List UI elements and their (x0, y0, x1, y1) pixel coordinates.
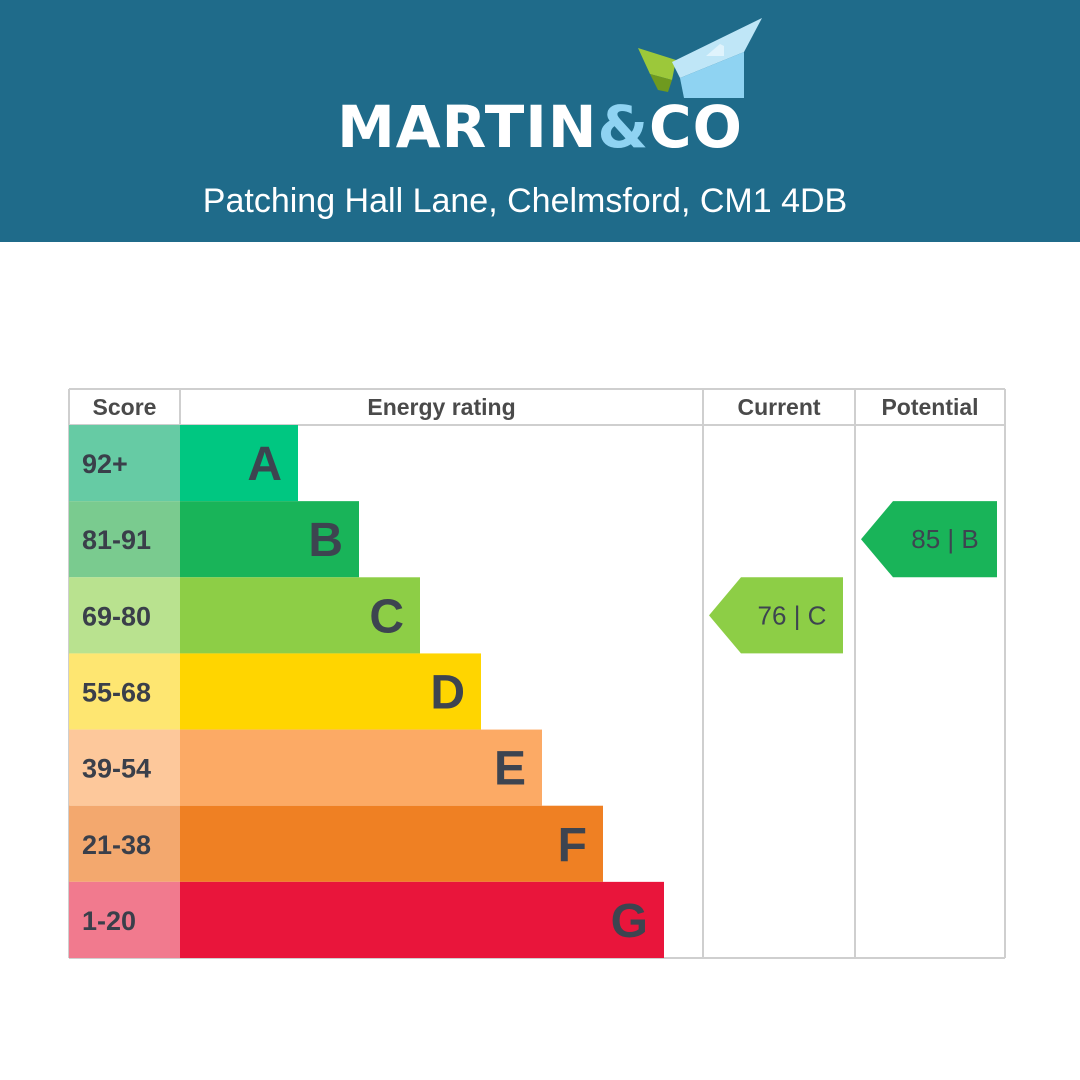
band-letter-g: G (611, 895, 648, 948)
current-rating-label: 76 | C (758, 600, 827, 630)
brand-name-right: CO (649, 93, 743, 161)
score-label-d: 55-68 (82, 678, 151, 708)
score-label-f: 21-38 (82, 830, 151, 860)
band-bar-c (180, 577, 420, 654)
potential-arrow (861, 501, 997, 578)
header-banner: MARTIN&CO Patching Hall Lane, Chelmsford… (0, 0, 1080, 242)
band-bar-a (180, 425, 298, 502)
column-header-current: Current (737, 394, 820, 420)
house-roof-icon (638, 18, 762, 98)
score-cell-a (69, 425, 180, 502)
epc-column-headers: Score Energy rating Current Potential (93, 394, 979, 420)
band-letter-b: B (308, 514, 343, 567)
epc-rating-arrows: 76 | C 85 | B (709, 501, 997, 654)
score-label-a: 92+ (82, 449, 128, 479)
band-bar-d (180, 653, 481, 730)
score-cell-e (69, 729, 180, 806)
band-letter-d: D (430, 667, 465, 720)
score-cell-b (69, 501, 180, 578)
property-address: Patching Hall Lane, Chelmsford, CM1 4DB (202, 182, 848, 220)
potential-rating-label: 85 | B (911, 524, 978, 554)
score-cell-f (69, 805, 180, 882)
score-label-g: 1-20 (82, 906, 136, 936)
score-label-b: 81-91 (82, 525, 151, 555)
current-arrow (709, 577, 843, 654)
score-label-e: 39-54 (82, 754, 151, 784)
score-cell-g (69, 881, 180, 958)
brand-ampersand: & (597, 93, 650, 161)
band-letter-c: C (369, 590, 404, 643)
column-header-energy-rating: Energy rating (367, 394, 515, 420)
band-bar-f (180, 805, 603, 882)
score-label-c: 69-80 (82, 601, 151, 631)
brand-name-left: MARTIN (337, 93, 598, 161)
column-header-potential: Potential (881, 394, 978, 420)
score-cell-d (69, 653, 180, 730)
epc-bands: 92+ A 81-91 B 69-80 C 55-68 D 39-54 E 21-38 F 1-20 G (69, 425, 664, 958)
band-bar-e (180, 729, 542, 806)
band-letter-e: E (494, 743, 526, 796)
column-header-score: Score (93, 394, 157, 420)
score-cell-c (69, 577, 180, 654)
band-bar-b (180, 501, 359, 578)
band-bar-g (180, 881, 664, 958)
band-letter-a: A (247, 438, 282, 491)
band-letter-f: F (558, 819, 587, 872)
brand-logo: MARTIN&CO (0, 92, 1080, 162)
